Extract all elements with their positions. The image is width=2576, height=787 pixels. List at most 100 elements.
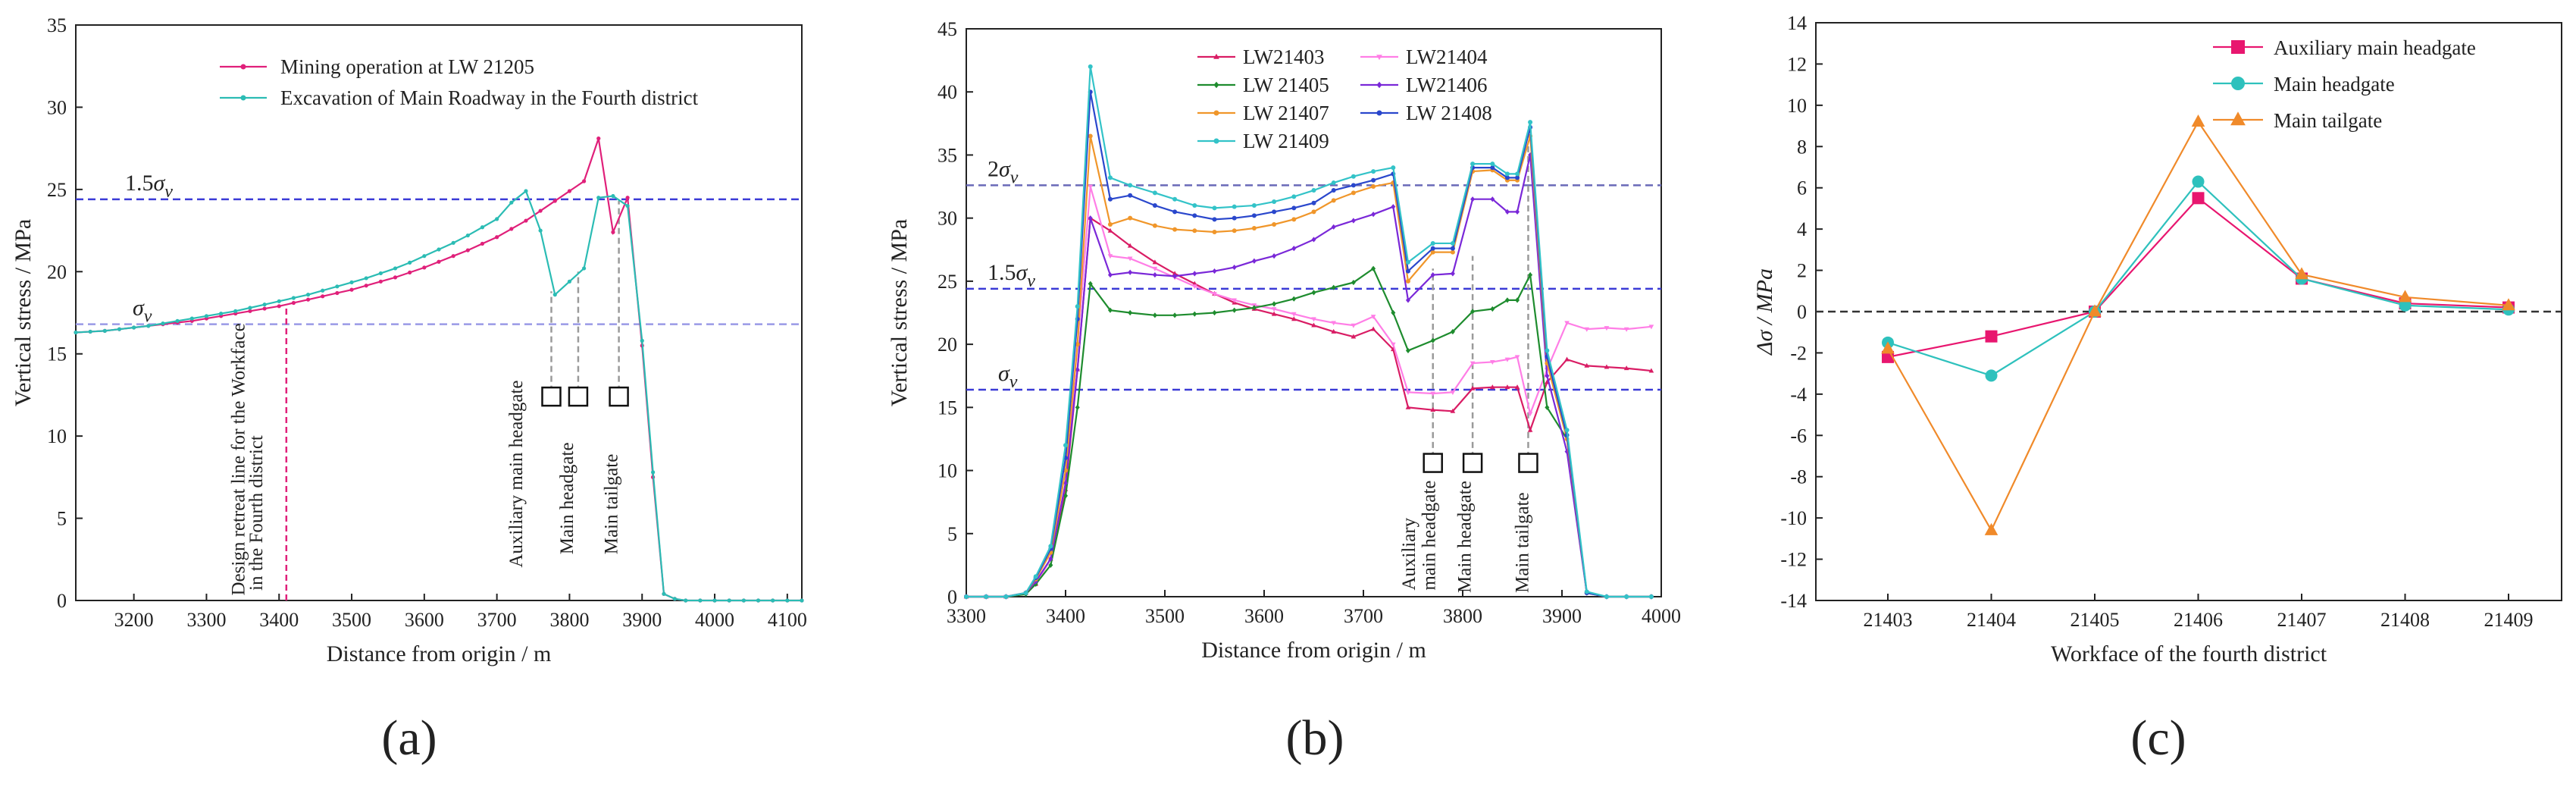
data-point [1430,240,1435,246]
annotation-1: in the Fourth district [246,435,267,591]
data-point [1331,180,1336,186]
legend-marker-2 [1213,81,1219,89]
data-point [1504,297,1510,303]
data-point [1504,175,1510,180]
data-point [1251,203,1257,209]
data-point [756,598,761,603]
x-tick-label: 3700 [1344,605,1383,627]
y-tick-label: 10 [1787,95,1807,117]
data-point [1311,317,1316,322]
legend-marker-4 [1213,110,1219,116]
data-point [2192,192,2205,205]
data-point [1405,347,1410,354]
data-point [1405,278,1410,284]
data-point [1584,589,1589,594]
data-point [1504,209,1510,215]
y-tick-label: 10 [47,425,67,447]
data-point [175,318,180,323]
legend-label-0: Mining operation at LW 21205 [280,55,534,78]
data-point [1291,205,1297,211]
data-point [305,293,311,297]
legend-label-4: LW 21407 [1243,102,1329,124]
data-point [1430,407,1435,412]
data-point [1075,366,1080,372]
y-tick-label: 20 [47,261,67,283]
data-point [422,265,427,270]
data-point [1331,321,1336,326]
x-tick-label: 3200 [114,609,154,631]
annotation-0: Design retreat line for the Workface [228,323,249,595]
data-point [611,230,615,234]
data-point [1371,177,1376,183]
data-point [1251,225,1257,230]
data-point [1881,341,1895,354]
reference-label-sigma: σv [998,361,1018,392]
data-point [393,266,398,271]
data-point [1127,256,1133,262]
data-point [248,309,252,313]
reference-label-1-5-sigma-prefix: 1.5 [988,260,1016,285]
data-point [1107,271,1113,278]
y-tick-label: 20 [937,334,957,356]
data-point [1430,337,1435,343]
series-line-6 [966,66,1651,598]
y-tick-label: 40 [937,81,957,103]
data-point [1405,297,1410,303]
data-point [1564,321,1570,326]
x-tick-label: 3500 [1145,605,1185,627]
y-tick-label: -12 [1780,549,1807,571]
data-point [625,203,630,209]
x-tick-label: 21408 [2380,609,2430,631]
x-axis-label: Distance from origin / m [327,641,552,666]
data-point [1351,218,1356,224]
data-point [1311,290,1316,296]
data-point [1272,301,1277,307]
data-point [1985,330,1998,343]
data-point [2502,298,2515,311]
data-point [1311,237,1316,243]
series-line-5 [966,92,1651,598]
y-tick-label: -8 [1790,466,1807,488]
data-point [1192,271,1197,277]
data-point [451,240,455,245]
data-point [378,279,383,284]
y-tick-label: 25 [47,179,67,201]
data-point [800,598,804,603]
data-point [524,189,528,193]
x-tick-label: 3300 [186,609,226,631]
y-tick-label: 10 [937,460,957,482]
data-point [1405,268,1410,274]
data-point [1232,298,1237,303]
data-point [1584,327,1590,332]
y-tick-label: 0 [947,586,957,608]
data-point [1331,188,1336,193]
data-point [422,254,427,259]
y-tick-label: 35 [937,144,957,166]
plot-frame [75,24,803,601]
data-point [741,598,746,603]
data-point [1351,334,1357,339]
data-point [335,290,340,296]
data-point [1331,198,1336,203]
data-point [1490,360,1495,365]
x-tick-label: 21405 [2071,609,2120,631]
data-point [1251,258,1257,264]
data-point [1311,188,1316,193]
data-point [1470,385,1476,390]
data-point [1107,307,1113,313]
data-point [1212,292,1217,297]
x-tick-label: 21409 [2484,609,2534,631]
x-tick-label: 21406 [2174,609,2223,631]
data-point [1311,209,1316,215]
data-point [1648,325,1654,330]
y-tick-label: 14 [1787,12,1807,34]
data-point [1528,271,1533,278]
y-tick-label: 30 [937,208,957,230]
data-point [277,299,281,303]
data-point [1470,196,1476,202]
y-tick-label: 5 [947,523,957,545]
y-tick-label: 15 [47,343,67,365]
data-point [335,284,340,289]
y-tick-label: 45 [937,18,957,40]
x-tick-label: 3900 [622,609,662,631]
